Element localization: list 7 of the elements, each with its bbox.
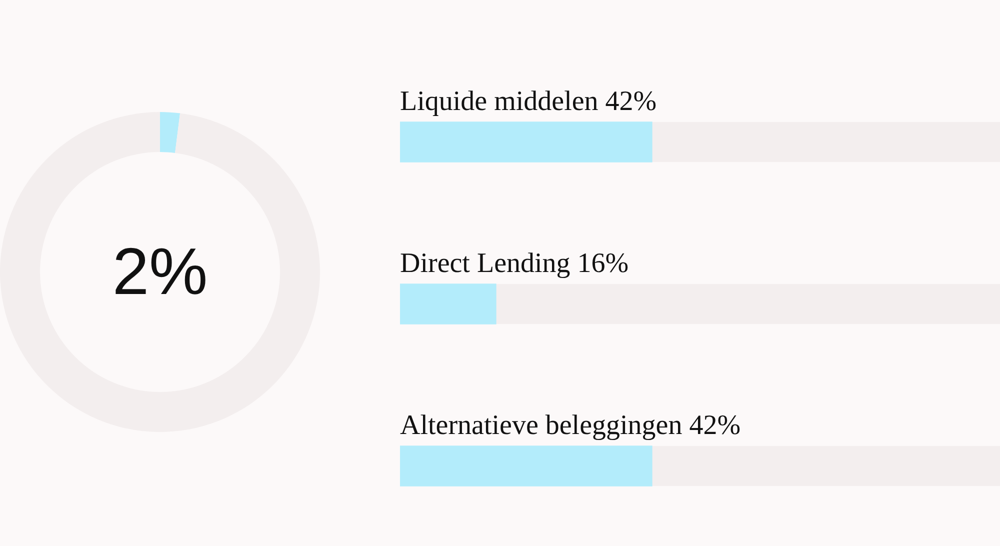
category-label: Liquide middelen [400, 86, 598, 117]
data-label: 42% [605, 86, 657, 117]
category-label: Direct Lending [400, 248, 570, 279]
data-label: 42% [689, 410, 741, 441]
data-label: 16% [577, 248, 629, 279]
category-label: Alternatieve beleggingen [400, 410, 682, 441]
data-label: 2% [112, 234, 208, 308]
